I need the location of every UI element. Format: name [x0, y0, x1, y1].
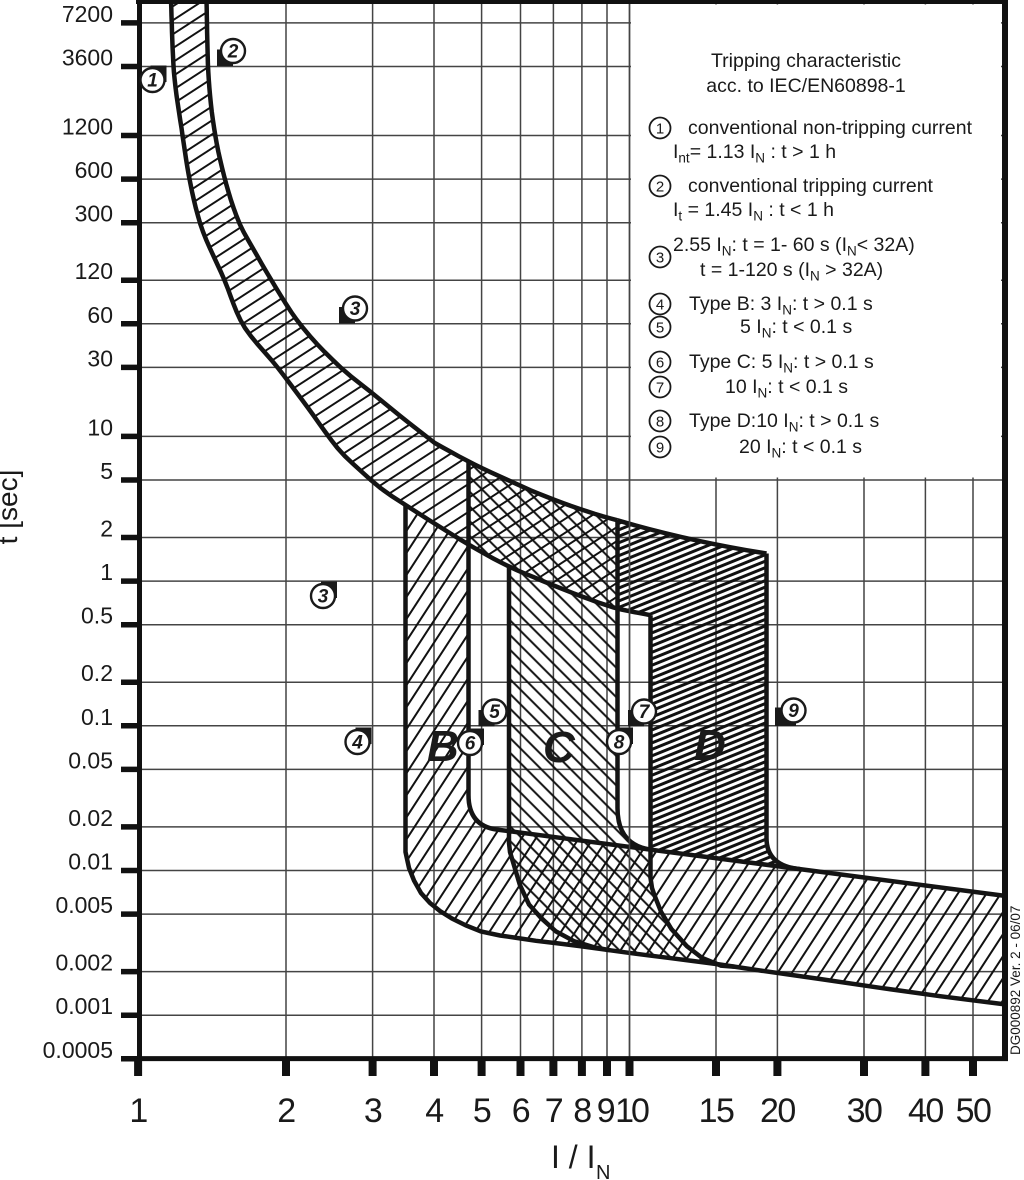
- svg-text:10: 10: [87, 414, 113, 440]
- svg-text:0.005: 0.005: [55, 892, 113, 918]
- svg-text:I / I: I / I: [551, 1139, 595, 1175]
- svg-text:8: 8: [656, 414, 664, 431]
- svg-text:7: 7: [639, 702, 651, 723]
- svg-text:0.002: 0.002: [55, 950, 113, 976]
- svg-text:0.05: 0.05: [68, 747, 113, 773]
- svg-text:conventional non-tripping curr: conventional non-tripping current: [688, 117, 973, 139]
- svg-text:0.02: 0.02: [68, 805, 113, 831]
- svg-text:20: 20: [760, 1092, 795, 1130]
- svg-text:4: 4: [351, 733, 363, 754]
- svg-text:5: 5: [489, 702, 500, 723]
- svg-text:0.001: 0.001: [55, 993, 113, 1019]
- svg-text:7: 7: [656, 380, 664, 397]
- svg-text:4: 4: [656, 297, 664, 314]
- svg-text:Type B: 3 IN: t > 0.1 s: Type B: 3 IN: t > 0.1 s: [689, 293, 873, 318]
- svg-text:3: 3: [350, 299, 361, 320]
- svg-text:15: 15: [699, 1092, 734, 1130]
- svg-text:2.55 IN: t = 1- 60 s (IN< 32A): 2.55 IN: t = 1- 60 s (IN< 32A): [673, 234, 915, 259]
- svg-text:30: 30: [847, 1092, 882, 1130]
- svg-text:600: 600: [75, 157, 113, 183]
- svg-text:5 IN: t < 0.1 s: 5 IN: t < 0.1 s: [740, 316, 852, 341]
- svg-text:5: 5: [100, 458, 113, 484]
- svg-text:2: 2: [656, 179, 664, 196]
- svg-text:40: 40: [908, 1092, 943, 1130]
- svg-text:8: 8: [614, 733, 625, 754]
- svg-text:0.5: 0.5: [81, 603, 113, 629]
- svg-text:60: 60: [87, 302, 113, 328]
- svg-text:0.01: 0.01: [68, 849, 113, 875]
- svg-text:B: B: [427, 722, 459, 771]
- svg-text:4: 4: [425, 1092, 443, 1130]
- svg-text:C: C: [543, 723, 576, 772]
- svg-text:0.2: 0.2: [81, 660, 113, 686]
- svg-text:t [sec]: t [sec]: [0, 470, 23, 545]
- svg-text:10 IN: t < 0.1 s: 10 IN: t < 0.1 s: [725, 376, 848, 401]
- svg-text:2: 2: [277, 1092, 295, 1130]
- svg-text:Tripping characteristic: Tripping characteristic: [711, 50, 901, 72]
- svg-text:Int= 1.13 IN : t > 1 h: Int= 1.13 IN : t > 1 h: [673, 141, 836, 166]
- svg-text:5: 5: [473, 1092, 491, 1130]
- svg-text:0.1: 0.1: [81, 704, 113, 730]
- svg-text:3: 3: [364, 1092, 382, 1130]
- svg-text:N: N: [596, 1162, 610, 1180]
- svg-text:conventional tripping current: conventional tripping current: [688, 175, 934, 197]
- svg-text:20 IN: t < 0.1 s: 20 IN: t < 0.1 s: [739, 436, 862, 461]
- svg-text:3: 3: [656, 250, 664, 267]
- svg-text:7200: 7200: [62, 1, 113, 27]
- svg-text:2: 2: [227, 42, 239, 63]
- svg-text:9: 9: [788, 701, 799, 722]
- svg-text:5: 5: [656, 320, 664, 337]
- svg-text:D: D: [694, 721, 726, 770]
- svg-text:2: 2: [100, 516, 113, 542]
- svg-text:Type C: 5 IN: t > 0.1 s: Type C: 5 IN: t > 0.1 s: [689, 351, 874, 376]
- svg-text:1: 1: [100, 559, 113, 585]
- svg-text:6: 6: [656, 355, 664, 372]
- svg-text:300: 300: [75, 201, 113, 227]
- svg-text:1: 1: [129, 1092, 147, 1130]
- svg-text:120: 120: [75, 258, 113, 284]
- svg-text:9: 9: [656, 440, 664, 457]
- svg-text:30: 30: [87, 345, 113, 371]
- svg-text:It = 1.45 IN : t < 1 h: It = 1.45 IN : t < 1 h: [673, 199, 834, 224]
- svg-text:1: 1: [147, 71, 158, 92]
- svg-text:3600: 3600: [62, 45, 113, 71]
- svg-text:6: 6: [512, 1092, 530, 1130]
- svg-text:Type D:10 IN: t > 0.1 s: Type D:10 IN: t > 0.1 s: [689, 410, 879, 435]
- svg-text:7: 7: [545, 1092, 563, 1130]
- svg-text:1: 1: [656, 121, 664, 138]
- svg-text:3: 3: [318, 587, 329, 608]
- svg-text:9: 9: [597, 1092, 615, 1130]
- svg-text:0.0005: 0.0005: [43, 1037, 113, 1063]
- svg-text:t = 1-120 s (IN > 32A): t = 1-120 s (IN > 32A): [700, 259, 883, 284]
- svg-text:1200: 1200: [62, 114, 113, 140]
- svg-text:50: 50: [956, 1092, 991, 1130]
- svg-text:6: 6: [465, 734, 476, 755]
- svg-text:DG000892 Ver. 2 - 06/07: DG000892 Ver. 2 - 06/07: [1008, 906, 1023, 1055]
- svg-text:8: 8: [573, 1092, 591, 1130]
- svg-text:10: 10: [615, 1092, 649, 1130]
- svg-text:acc. to IEC/EN60898-1: acc. to IEC/EN60898-1: [706, 75, 905, 97]
